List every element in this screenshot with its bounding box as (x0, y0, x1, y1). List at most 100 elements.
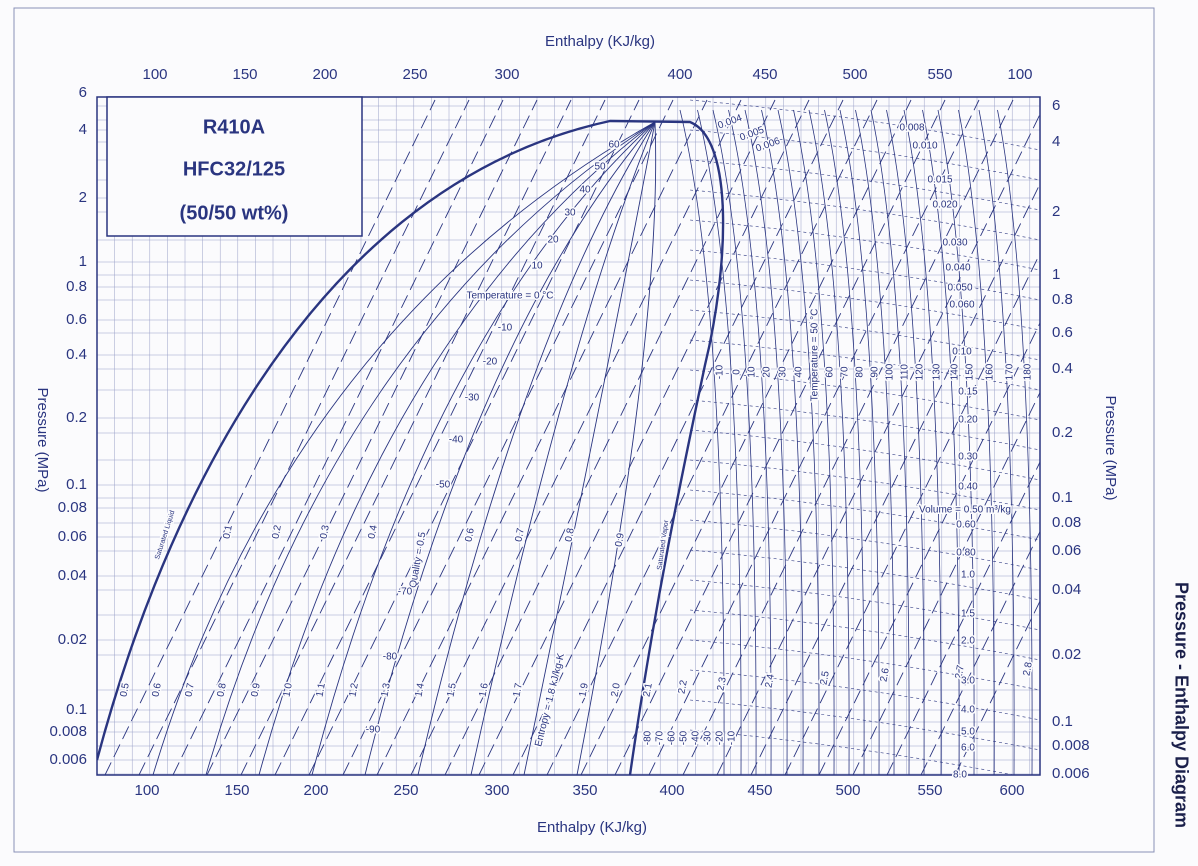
temperature-label: -30 (703, 730, 714, 745)
temperature-label: -70 (655, 730, 666, 745)
info-box (106, 96, 363, 237)
entropy-line (274, 99, 606, 775)
y-tick-label-right: 2 (1052, 203, 1060, 220)
entropy-label: 1.9 (578, 682, 591, 698)
entropy-line (614, 99, 946, 775)
quality-label: 0.3 (319, 524, 332, 540)
volume-label: 0.10 (952, 347, 972, 358)
y-tick-label-left: 0.04 (58, 567, 87, 584)
entropy-label: 0.6 (151, 682, 164, 698)
entropy-label: 2.0 (610, 682, 623, 698)
x-tick-label-bottom: 300 (484, 782, 509, 799)
entropy-line (206, 99, 538, 775)
x-tick-label-top: 150 (232, 66, 257, 83)
temperature-label: 40 (579, 185, 591, 196)
y-tick-label-left: 6 (79, 84, 87, 101)
y-tick-label-left: 0.1 (66, 701, 87, 718)
temperature-label: -10 (715, 364, 726, 379)
temperature-label: 170 (1005, 363, 1016, 380)
quality-line (364, 121, 656, 775)
entropy-line (512, 99, 844, 775)
y-tick-label-left: 0.4 (66, 346, 87, 363)
entropy-line (342, 99, 674, 775)
entropy-line (546, 99, 878, 775)
y-tick-label-right: 1 (1052, 266, 1060, 283)
x-tick-label-top: 450 (752, 66, 777, 83)
volume-label: 0.030 (942, 238, 967, 249)
quality-line (576, 121, 657, 775)
entropy-line (580, 99, 912, 775)
temperature-label: -60 (667, 730, 678, 745)
volume-line (689, 609, 1040, 661)
volume-label: 5.0 (961, 727, 975, 738)
y-tick-label-left: 0.06 (58, 528, 87, 545)
temperature-label: 0 (732, 369, 743, 375)
chart-title: Pressure - Enthalpy Diagram (1171, 582, 1191, 828)
temperature-label: -40 (449, 435, 464, 446)
temperature-label: 30 (564, 208, 576, 219)
x-tick-label-top: 200 (312, 66, 337, 83)
temperature-label: -10 (498, 323, 513, 334)
temperature-label: Temperature = 50 °C (810, 309, 821, 402)
x-tick-label-bottom: 550 (917, 782, 942, 799)
y-tick-label-right: 4 (1052, 133, 1060, 150)
isotherm (793, 109, 835, 775)
entropy-line (920, 530, 1040, 775)
volume-label: 0.015 (927, 175, 952, 186)
volume-label: 0.40 (958, 482, 978, 493)
volume-label: 4.0 (961, 705, 975, 716)
y-tick-label-right: 0.06 (1052, 542, 1081, 559)
volume-line (689, 549, 1040, 601)
temperature-label: 110 (900, 364, 911, 380)
entropy-line (852, 391, 1040, 775)
entropy-line (172, 99, 504, 775)
quality-line (311, 121, 656, 775)
isotherm (712, 109, 757, 775)
curves (97, 99, 1040, 775)
volume-label: 3.0 (961, 676, 975, 687)
entropy-label: 1.5 (446, 682, 459, 698)
y-tick-label-right: 0.04 (1052, 581, 1081, 598)
temperature-label: 10 (747, 366, 758, 378)
volume-line (689, 189, 1040, 241)
quality-line (470, 121, 656, 775)
x-tick-label-bottom: 150 (224, 782, 249, 799)
plot-frame (96, 96, 1041, 776)
temperature-label: -70 (398, 587, 413, 598)
volume-label: 0.80 (956, 548, 976, 559)
y-tick-label-left: 0.6 (66, 311, 87, 328)
x-tick-label-top: 400 (667, 66, 692, 83)
entropy-line (410, 99, 742, 775)
entropy-label: 2.3 (716, 676, 729, 692)
temperature-label: 20 (762, 366, 773, 378)
saturated-liquid-label: Saturated Liquid (154, 510, 176, 561)
temperature-label: -90 (366, 725, 381, 736)
refrigerant-blend: HFC32/125 (183, 158, 285, 180)
entropy-line (648, 99, 980, 775)
isotherm (777, 109, 820, 775)
entropy-label: 0.8 (216, 682, 229, 698)
quality-line (152, 121, 656, 775)
y-tick-label-right: 0.008 (1052, 737, 1090, 754)
entropy-label: 0.9 (250, 682, 263, 698)
x-tick-label-bottom: 200 (303, 782, 328, 799)
temperature-label: 50 (594, 162, 606, 173)
y-tick-label-right: 0.2 (1052, 424, 1073, 441)
y-axis-label-right: Pressure (MPa) (1102, 395, 1119, 500)
volume-label: 0.60 (956, 520, 976, 531)
isotherm (997, 109, 1033, 775)
volume-line (689, 729, 1016, 775)
y-tick-label-right: 0.4 (1052, 360, 1073, 377)
temperature-label: 150 (965, 363, 976, 380)
entropy-line (954, 600, 1040, 775)
y-tick-label-right: 0.02 (1052, 646, 1081, 663)
isotherm (903, 109, 942, 775)
page-border (13, 7, 1155, 853)
y-tick-label-right: 0.1 (1052, 489, 1073, 506)
entropy-label: 2.8 (1022, 661, 1035, 677)
y-tick-label-left: 0.02 (58, 631, 87, 648)
quality-line (205, 121, 656, 775)
y-tick-label-right: 0.6 (1052, 324, 1073, 341)
entropy-label: 2.1 (642, 682, 655, 698)
volume-line (689, 579, 1040, 631)
